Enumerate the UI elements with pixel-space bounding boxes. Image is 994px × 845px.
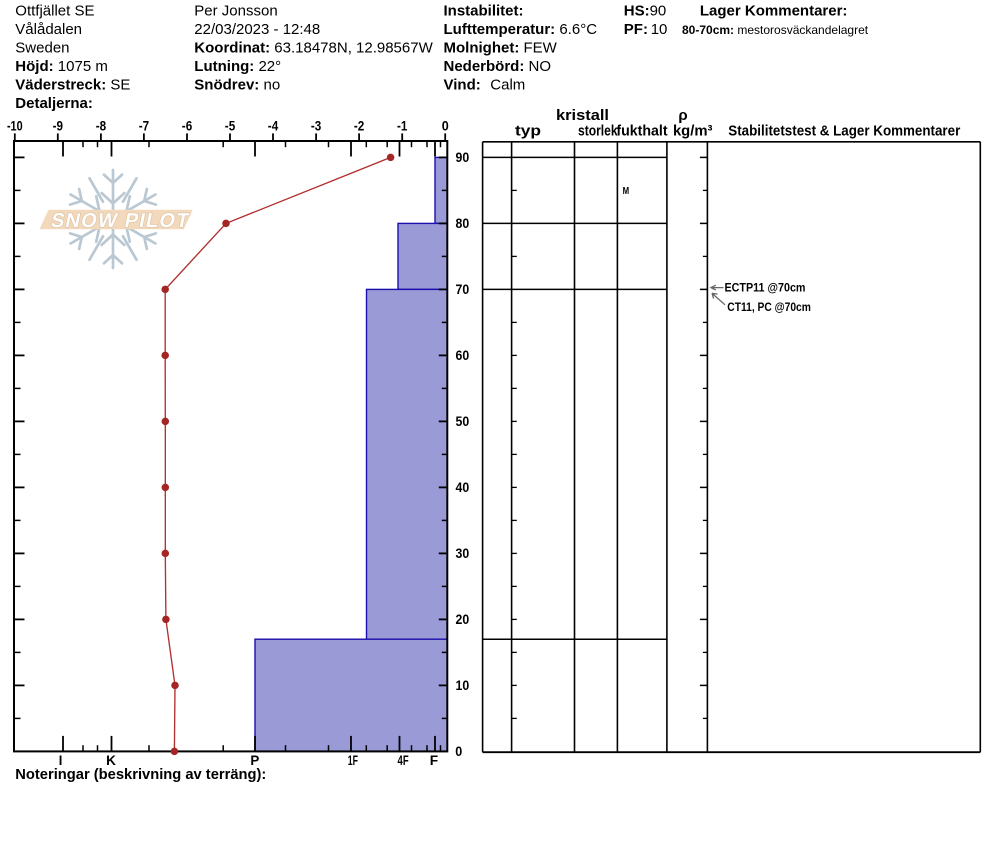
- svg-text:F: F: [430, 752, 439, 768]
- svg-text:Ottfjället SE: Ottfjället SE: [15, 2, 94, 19]
- svg-text:30: 30: [456, 545, 470, 561]
- svg-text:Höjd: 1075 m: Höjd: 1075 m: [15, 58, 108, 75]
- svg-text:ECTP11 @70cm: ECTP11 @70cm: [725, 281, 806, 295]
- svg-text:M: M: [623, 186, 630, 197]
- svg-text:4F: 4F: [398, 752, 409, 768]
- svg-text:Lufttemperatur: 6.6°C: Lufttemperatur: 6.6°C: [444, 21, 598, 38]
- svg-text:HS:90: HS:90: [624, 2, 666, 19]
- svg-text:Väderstreck: SE: Väderstreck: SE: [15, 76, 130, 93]
- svg-text:Vind:Calm: Vind: Calm: [444, 76, 526, 93]
- svg-text:CT11, PC @70cm: CT11, PC @70cm: [727, 300, 811, 314]
- svg-text:80-70cm: mestorosväckandelagre: 80-70cm: mestorosväckandelagret: [682, 23, 869, 37]
- svg-text:Vålådalen: Vålådalen: [15, 21, 82, 38]
- svg-text:kg/m³: kg/m³: [673, 123, 713, 140]
- svg-text:-7: -7: [139, 118, 150, 134]
- svg-text:Detaljerna:: Detaljerna:: [15, 95, 93, 112]
- svg-text:Nederbörd: NO: Nederbörd: NO: [444, 58, 552, 75]
- svg-text:Molnighet: FEW: Molnighet: FEW: [444, 39, 558, 56]
- svg-text:PF:10: PF: 10: [624, 21, 668, 38]
- svg-text:Koordinat: 63.18478N, 12.98567: Koordinat: 63.18478N, 12.98567W: [194, 39, 433, 56]
- svg-text:ρ: ρ: [678, 107, 687, 124]
- svg-text:50: 50: [456, 413, 470, 429]
- svg-text:10: 10: [456, 677, 470, 693]
- svg-text:40: 40: [456, 479, 470, 495]
- svg-text:-6: -6: [182, 118, 193, 134]
- svg-text:80: 80: [456, 215, 470, 231]
- svg-text:70: 70: [456, 281, 470, 297]
- svg-text:fukthalt: fukthalt: [616, 123, 667, 140]
- svg-text:Stabilitetstest & Lager Kommen: Stabilitetstest & Lager Kommentarer: [728, 123, 960, 140]
- svg-text:-5: -5: [225, 118, 236, 134]
- svg-text:Lager Kommentarer:: Lager Kommentarer:: [700, 2, 848, 19]
- svg-text:0: 0: [455, 743, 462, 759]
- svg-text:SNOW PILOT: SNOW PILOT: [49, 210, 192, 232]
- svg-text:90: 90: [456, 149, 470, 165]
- svg-text:-3: -3: [311, 118, 322, 134]
- svg-text:-9: -9: [53, 118, 64, 134]
- svg-text:1F: 1F: [348, 752, 358, 768]
- svg-text:Lutning: 22°: Lutning: 22°: [194, 58, 281, 75]
- svg-text:-2: -2: [354, 118, 365, 134]
- svg-text:Snödrev: no: Snödrev: no: [194, 76, 280, 93]
- svg-text:-4: -4: [268, 118, 279, 134]
- svg-text:60: 60: [456, 347, 470, 363]
- svg-text:-8: -8: [96, 118, 107, 134]
- svg-text:storlek: storlek: [578, 123, 618, 140]
- svg-text:Noteringar (beskrivning av ter: Noteringar (beskrivning av terräng):: [15, 766, 266, 783]
- svg-text:Per Jonsson: Per Jonsson: [194, 2, 277, 19]
- svg-text:K: K: [106, 752, 116, 768]
- svg-text:0: 0: [442, 118, 449, 134]
- svg-text:22/03/2023 - 12:48: 22/03/2023 - 12:48: [194, 21, 320, 38]
- svg-text:20: 20: [456, 611, 470, 627]
- svg-text:-10: -10: [7, 118, 23, 134]
- svg-text:kristall: kristall: [556, 107, 609, 124]
- svg-text:Instabilitet:: Instabilitet:: [444, 2, 524, 19]
- svg-text:P: P: [250, 752, 259, 768]
- svg-text:Sweden: Sweden: [15, 39, 69, 56]
- svg-text:-1: -1: [397, 118, 408, 134]
- svg-text:I: I: [59, 752, 63, 768]
- svg-text:typ: typ: [515, 123, 541, 140]
